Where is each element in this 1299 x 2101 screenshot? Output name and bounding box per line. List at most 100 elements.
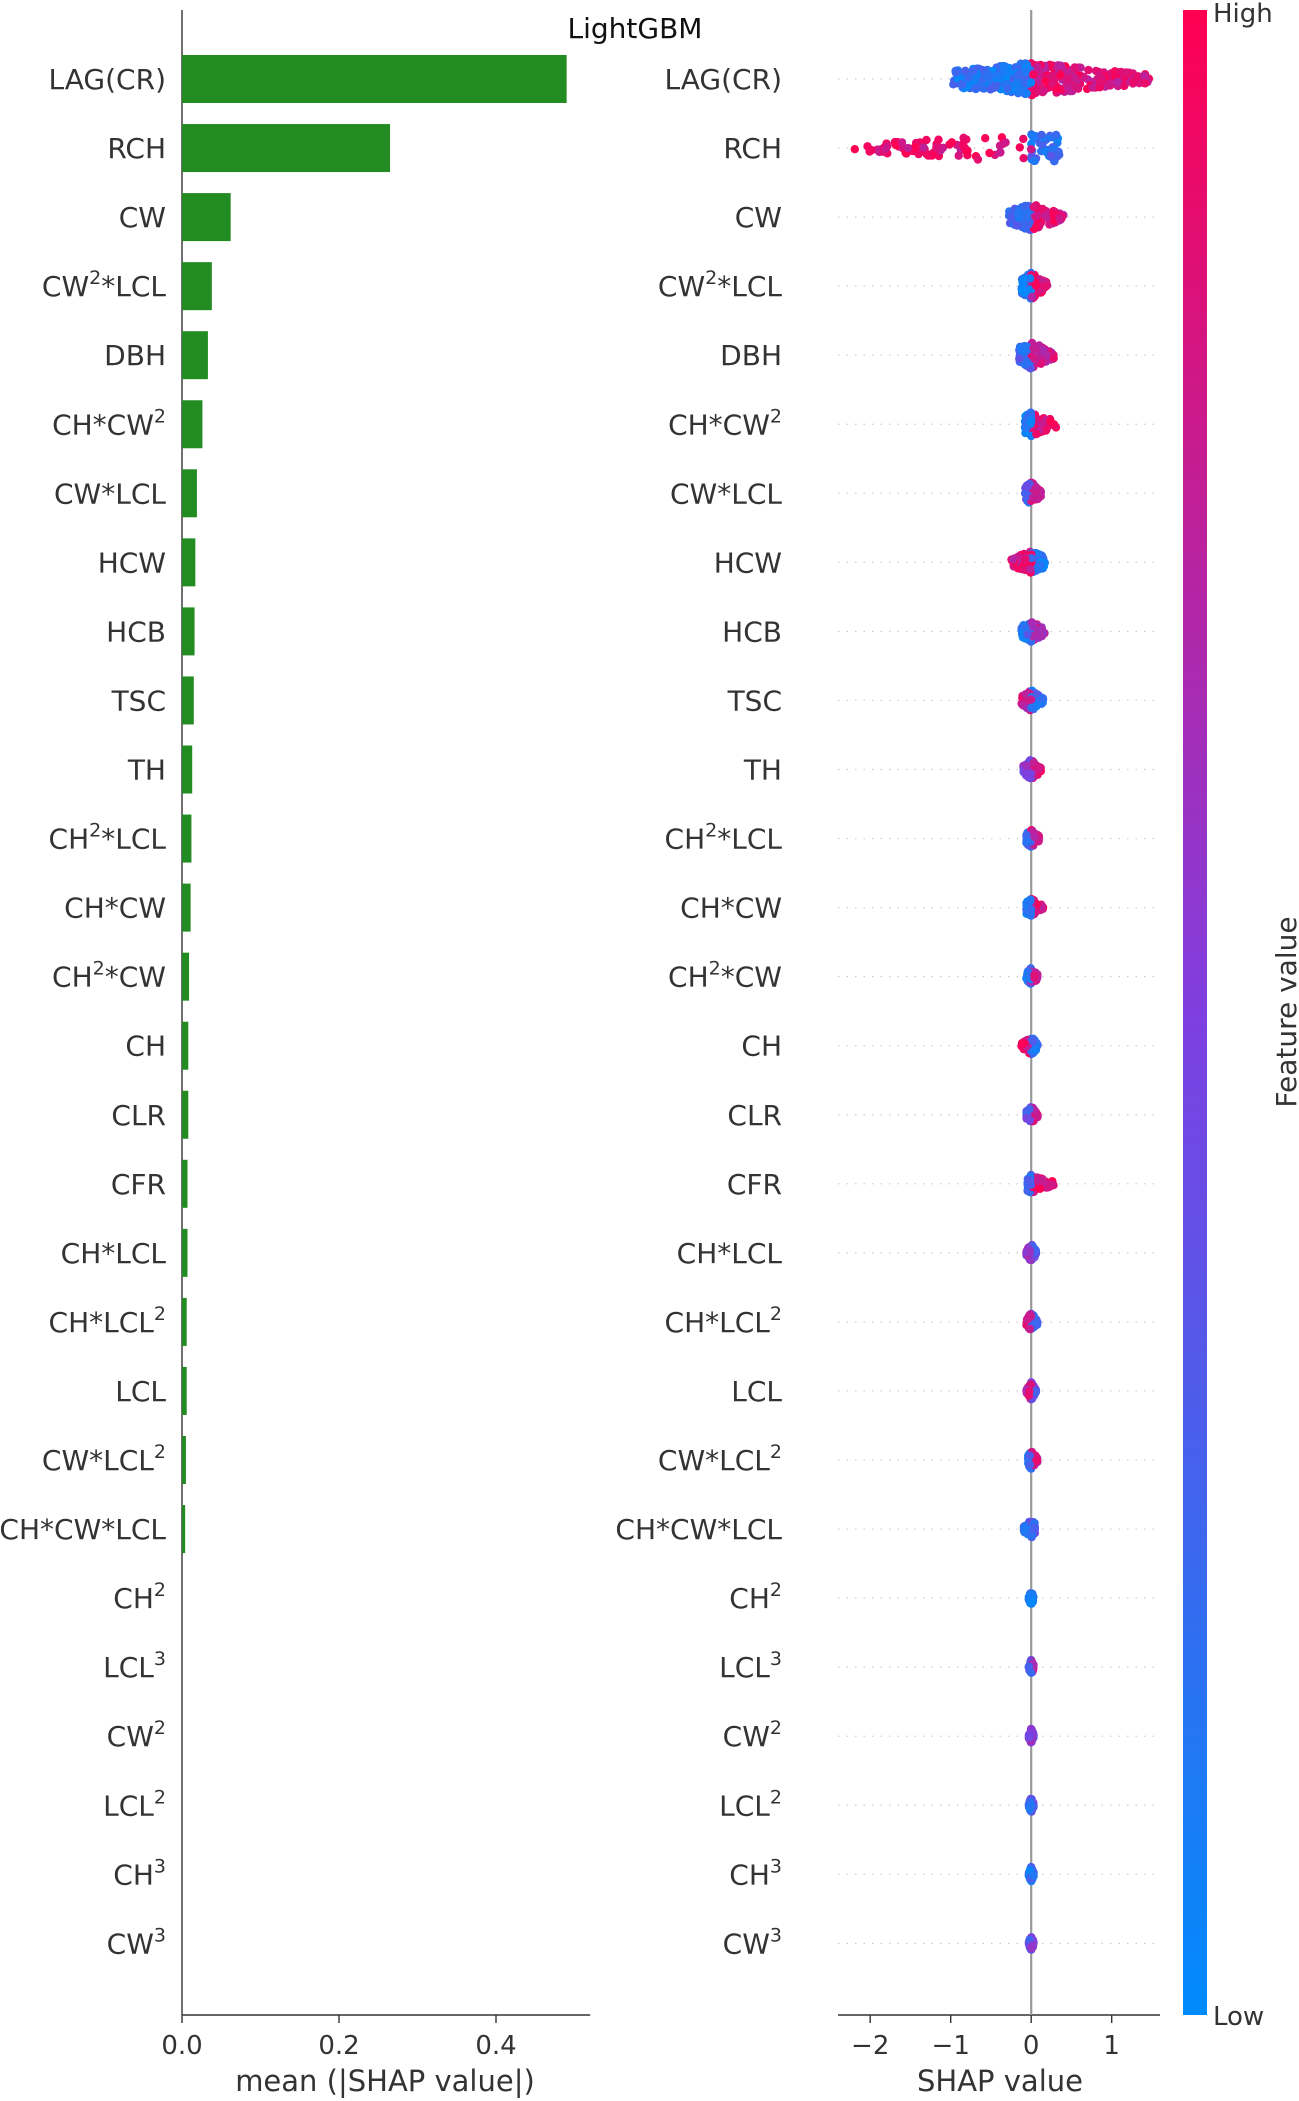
swarm-point	[1071, 82, 1080, 92]
swarm-point	[1029, 202, 1039, 212]
swarm-point	[1035, 625, 1044, 635]
swarm-feature-label: LCL	[731, 1375, 782, 1408]
swarm-point	[1022, 761, 1031, 770]
bar-category-label: CH*CW2	[52, 405, 166, 441]
swarm-point	[1031, 281, 1041, 290]
swarm-point	[1022, 89, 1031, 98]
bar-category-label: CW*LCL	[54, 477, 166, 510]
swarm-feature-label: CW*LCL2	[658, 1441, 782, 1477]
swarm-point	[996, 148, 1005, 157]
swarm-feature-label: CLR	[727, 1099, 782, 1132]
swarm-point	[1022, 1315, 1032, 1324]
swarm-point	[1038, 694, 1048, 703]
swarm-row: CW3	[723, 1924, 1160, 1960]
swarm-row: CW*LCL	[670, 477, 1160, 510]
swarm-point	[1084, 65, 1093, 75]
bar-category-label: TSC	[111, 684, 166, 717]
bar-category-label: CH*CW	[64, 892, 166, 925]
swarm-row: CW*LCL2	[658, 1441, 1160, 1477]
swarm-row: CH*CW	[680, 892, 1160, 925]
swarm-point	[1025, 1387, 1034, 1396]
swarm-point	[961, 66, 970, 76]
swarm-point	[1033, 762, 1043, 771]
swarm-point	[1029, 493, 1038, 502]
bar-x-tick-label: 0.4	[475, 2031, 516, 2061]
swarm-feature-label: CFR	[727, 1168, 782, 1201]
swarm-point	[1025, 1591, 1034, 1600]
bar	[182, 1159, 188, 1208]
swarm-point	[1024, 1733, 1034, 1742]
swarm-feature-label: RCH	[723, 132, 782, 165]
bar-category-label: CH	[125, 1030, 166, 1063]
swarm-row: RCH	[723, 130, 1160, 166]
swarm-point	[1095, 78, 1105, 87]
bar-category-label: CLR	[111, 1099, 166, 1132]
bar-category-label: CH3	[113, 1855, 166, 1891]
swarm-point	[1051, 130, 1061, 140]
bar	[182, 607, 195, 656]
bar-category-label: CH*CW*LCL	[0, 1513, 166, 1546]
swarm-point	[881, 144, 890, 153]
swarm-point	[1048, 71, 1057, 81]
swarm-point	[1029, 70, 1038, 79]
swarm-point	[958, 80, 967, 89]
swarm-feature-label: CW*LCL	[670, 477, 782, 510]
swarm-point	[850, 145, 859, 154]
swarm-point	[1026, 78, 1036, 87]
swarm-point	[1027, 554, 1036, 563]
swarm-point	[1015, 354, 1024, 364]
bar	[182, 814, 192, 863]
swarm-row: CW	[735, 201, 1160, 234]
bar-category-label: LAG(CR)	[49, 63, 166, 96]
swarm-row: LCL3	[719, 1648, 1160, 1684]
swarm-point	[971, 84, 980, 93]
swarm-point	[1036, 560, 1046, 569]
bar-category-label: CW*LCL2	[42, 1441, 166, 1477]
bar-category-label: CH2*LCL	[49, 820, 167, 856]
swarm-point	[984, 70, 994, 80]
swarm-point	[999, 61, 1008, 71]
swarm-point	[1025, 897, 1034, 907]
bar-chart-panel: LAG(CR) RCH CW CW2*LCL DBH CH*CW2 CW*LCL HCW HCB…	[0, 10, 591, 2098]
bar-category-label: HCB	[106, 615, 166, 648]
swarm-point	[1019, 154, 1028, 163]
swarm-point	[1029, 1871, 1038, 1880]
swarm-row: CH2*CW	[668, 958, 1160, 994]
swarm-point	[1037, 130, 1046, 140]
bar	[182, 193, 231, 242]
swarm-feature-label: LCL2	[719, 1786, 782, 1822]
swarm-point	[1031, 1046, 1041, 1055]
bar	[182, 745, 193, 794]
colorbar-title: Feature value	[1270, 916, 1299, 1107]
swarm-point	[1056, 70, 1065, 80]
colorbar: High Low Feature value	[1183, 0, 1299, 2032]
swarm-point	[1032, 1456, 1042, 1465]
swarm-point	[1021, 623, 1030, 632]
swarm-row: CH*LCL	[677, 1237, 1160, 1270]
swarm-point	[1036, 359, 1046, 368]
swarm-point	[1033, 211, 1042, 220]
swarm-point	[1024, 1175, 1034, 1185]
swarm-feature-label: CW2*LCL	[658, 267, 782, 303]
swarm-point	[1019, 134, 1028, 144]
bar-category-label: LCL	[115, 1375, 166, 1408]
swarm-point	[1133, 72, 1143, 81]
swarm-row: CH3	[729, 1855, 1160, 1891]
bar-category-label: TH	[127, 754, 166, 787]
swarm-point	[1003, 84, 1012, 93]
swarm-point	[1027, 416, 1036, 425]
swarm-point	[1020, 360, 1030, 369]
bar	[182, 1366, 187, 1415]
bar	[182, 1297, 187, 1346]
swarm-point	[962, 148, 972, 157]
swarm-feature-label: TSC	[727, 684, 782, 717]
swarm-point	[1121, 68, 1131, 77]
swarm-point	[1014, 70, 1023, 79]
swarm-x-tick-label: 0	[1023, 2031, 1040, 2061]
swarm-point	[919, 143, 928, 152]
swarm-point	[947, 138, 956, 147]
swarm-row: HCW	[714, 546, 1160, 579]
bar	[182, 331, 208, 380]
swarm-point	[1032, 483, 1041, 492]
